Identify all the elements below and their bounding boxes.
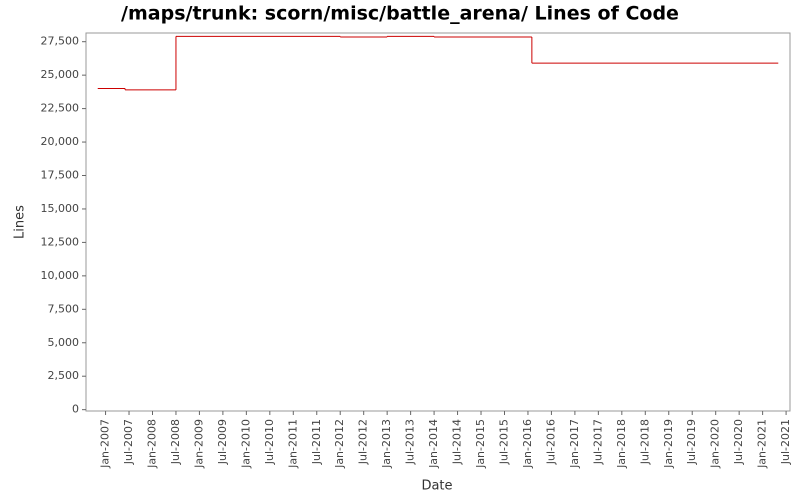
- x-tick-label: Jan-2016: [521, 419, 534, 469]
- x-tick-label: Jan-2009: [192, 419, 205, 469]
- x-tick-label: Jan-2007: [99, 419, 112, 469]
- x-tick-label: Jul-2010: [263, 419, 276, 465]
- y-tick-label: 5,000: [48, 336, 80, 349]
- x-tick-label: Jul-2007: [122, 419, 135, 465]
- y-tick-label: 15,000: [41, 202, 80, 215]
- x-tick-label: Jul-2014: [451, 419, 464, 465]
- y-tick-label: 10,000: [41, 269, 80, 282]
- x-tick-label: Jan-2008: [145, 419, 158, 469]
- y-tick-label: 20,000: [41, 135, 80, 148]
- x-tick-label: Jul-2013: [404, 419, 417, 465]
- y-tick-label: 27,500: [41, 35, 80, 48]
- y-axis-label: Lines: [13, 205, 28, 239]
- x-tick-label: Jul-2009: [216, 419, 229, 465]
- x-tick-label: Jul-2021: [779, 419, 792, 465]
- chart-title: /maps/trunk: scorn/misc/battle_arena/ Li…: [121, 3, 679, 25]
- plot-area: [85, 32, 791, 412]
- y-tick-label: 12,500: [41, 235, 80, 248]
- x-tick-label: Jan-2021: [756, 419, 769, 469]
- x-tick-label: Jan-2020: [709, 419, 722, 469]
- x-tick-label: Jan-2017: [568, 419, 581, 469]
- y-tick-label: 22,500: [41, 102, 80, 115]
- x-tick-label: Jul-2012: [357, 419, 370, 465]
- x-tick-label: Jan-2018: [615, 419, 628, 469]
- x-tick-label: Jul-2016: [544, 419, 557, 465]
- y-tick-label: 7,500: [48, 302, 80, 315]
- x-tick-label: Jan-2010: [239, 419, 252, 469]
- x-tick-label: Jan-2011: [286, 419, 299, 469]
- x-tick-label: Jan-2013: [380, 419, 393, 469]
- x-tick-label: Jul-2020: [732, 419, 745, 465]
- x-tick-label: Jan-2015: [474, 419, 487, 469]
- y-tick-label: 0: [72, 403, 79, 416]
- y-tick-label: 25,000: [41, 68, 80, 81]
- x-tick-label: Jan-2019: [662, 419, 675, 469]
- x-tick-label: Jul-2015: [497, 419, 510, 465]
- x-tick-label: Jan-2014: [427, 419, 440, 469]
- x-tick-label: Jul-2008: [169, 419, 182, 465]
- x-tick-label: Jul-2019: [685, 419, 698, 465]
- x-axis-label: Date: [421, 479, 452, 494]
- x-tick-label: Jul-2017: [591, 419, 604, 465]
- x-tick-label: Jul-2018: [638, 419, 651, 465]
- y-tick-label: 2,500: [48, 369, 80, 382]
- x-tick-label: Jan-2012: [333, 419, 346, 469]
- y-tick-label: 17,500: [41, 169, 80, 182]
- x-tick-label: Jul-2011: [310, 419, 323, 465]
